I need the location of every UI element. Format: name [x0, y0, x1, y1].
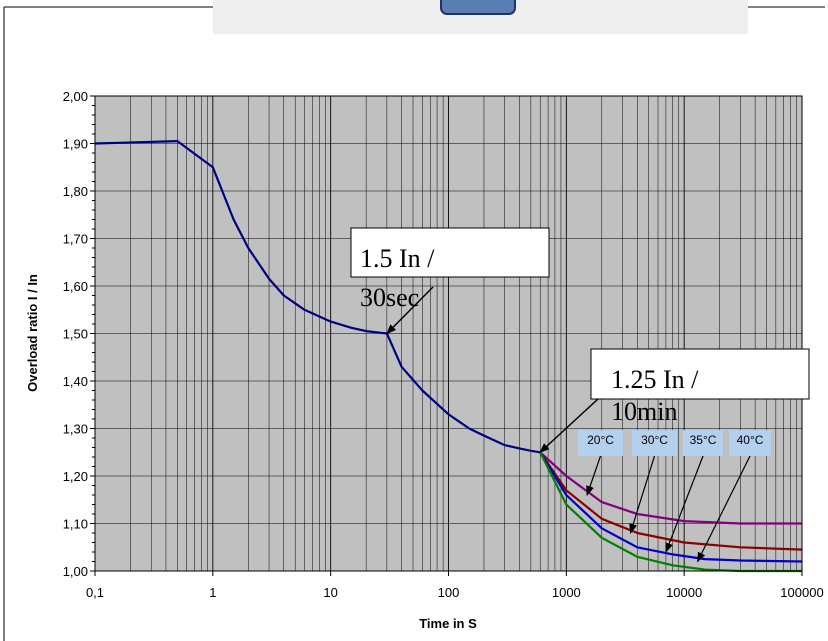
top-button-icon — [440, 0, 516, 15]
temperature-label-40c: 40°C — [697, 430, 771, 563]
callout-10min-line-2: 10min — [611, 397, 677, 426]
y-tick-label: 1,20 — [63, 469, 88, 484]
temperature-label-text: 30°C — [641, 433, 668, 447]
series-line-1 — [539, 451, 802, 525]
callout-30sec-arrow — [386, 286, 434, 335]
series-lines — [94, 140, 803, 573]
temperature-label-arrow — [586, 455, 602, 496]
series-line-0 — [94, 140, 541, 454]
x-tick-label: 1 — [209, 585, 216, 600]
callout-30sec-box — [350, 227, 550, 278]
temperature-label-arrow — [697, 455, 751, 563]
temperature-label-box — [578, 430, 623, 456]
callout-10min-arrow — [539, 398, 599, 453]
axes: 1,00 1,10 1,20 1,30 1,40 1,50 1,60 1,70 1,80 1,90… — [63, 89, 824, 600]
callout-30sec-line-1: 1.5 In / — [360, 244, 435, 273]
x-tick-label: 100000 — [780, 585, 823, 600]
y-tick-label: 1,10 — [63, 517, 88, 532]
callout-10min: 1.25 In / 10min — [539, 348, 810, 453]
temperature-label-text: 40°C — [737, 433, 764, 447]
temperature-label-text: 20°C — [587, 433, 614, 447]
x-tick-label: 0,1 — [86, 585, 104, 600]
y-tick-label: 1,70 — [63, 232, 88, 247]
x-tick-label: 10 — [323, 585, 337, 600]
callout-30sec: 1.5 In / 30sec — [350, 227, 550, 335]
temperature-label-box — [632, 430, 677, 456]
grid-lines — [94, 95, 802, 572]
y-axis-title: Overload ratio I / In — [25, 274, 40, 392]
y-tick-label: 1,40 — [63, 374, 88, 389]
plot-area — [94, 95, 803, 573]
callout-10min-line-1: 1.25 In / — [611, 365, 699, 394]
y-tick-label: 1,50 — [63, 327, 88, 342]
x-tick-label: 1000 — [552, 585, 581, 600]
y-tick-label: 1,30 — [63, 422, 88, 437]
temperature-label-30c: 30°C — [629, 430, 677, 534]
y-tick-label: 1,60 — [63, 279, 88, 294]
callout-10min-box — [590, 348, 810, 400]
callout-30sec-line-2: 30sec — [360, 283, 419, 312]
x-tick-label: 100 — [438, 585, 460, 600]
y-tick-label: 1,80 — [63, 184, 88, 199]
temperature-label-box — [683, 430, 723, 456]
series-line-2 — [539, 451, 803, 551]
temperature-labels: 20°C 30°C 35°C 40°C — [578, 430, 771, 563]
temperature-label-text: 35°C — [690, 433, 717, 447]
series-line-3 — [539, 451, 803, 563]
temperature-label-box — [729, 430, 771, 456]
x-tick-label: 10000 — [666, 585, 702, 600]
x-axis-title: Time in S — [419, 616, 477, 631]
y-tick-label: 1,00 — [63, 564, 88, 579]
temperature-label-arrow — [665, 455, 704, 553]
temperature-label-arrow — [629, 455, 656, 534]
temperature-label-20c: 20°C — [578, 430, 623, 496]
temperature-label-35c: 35°C — [665, 430, 723, 553]
y-tick-label: 1,90 — [63, 137, 88, 152]
y-tick-label: 2,00 — [63, 89, 88, 104]
